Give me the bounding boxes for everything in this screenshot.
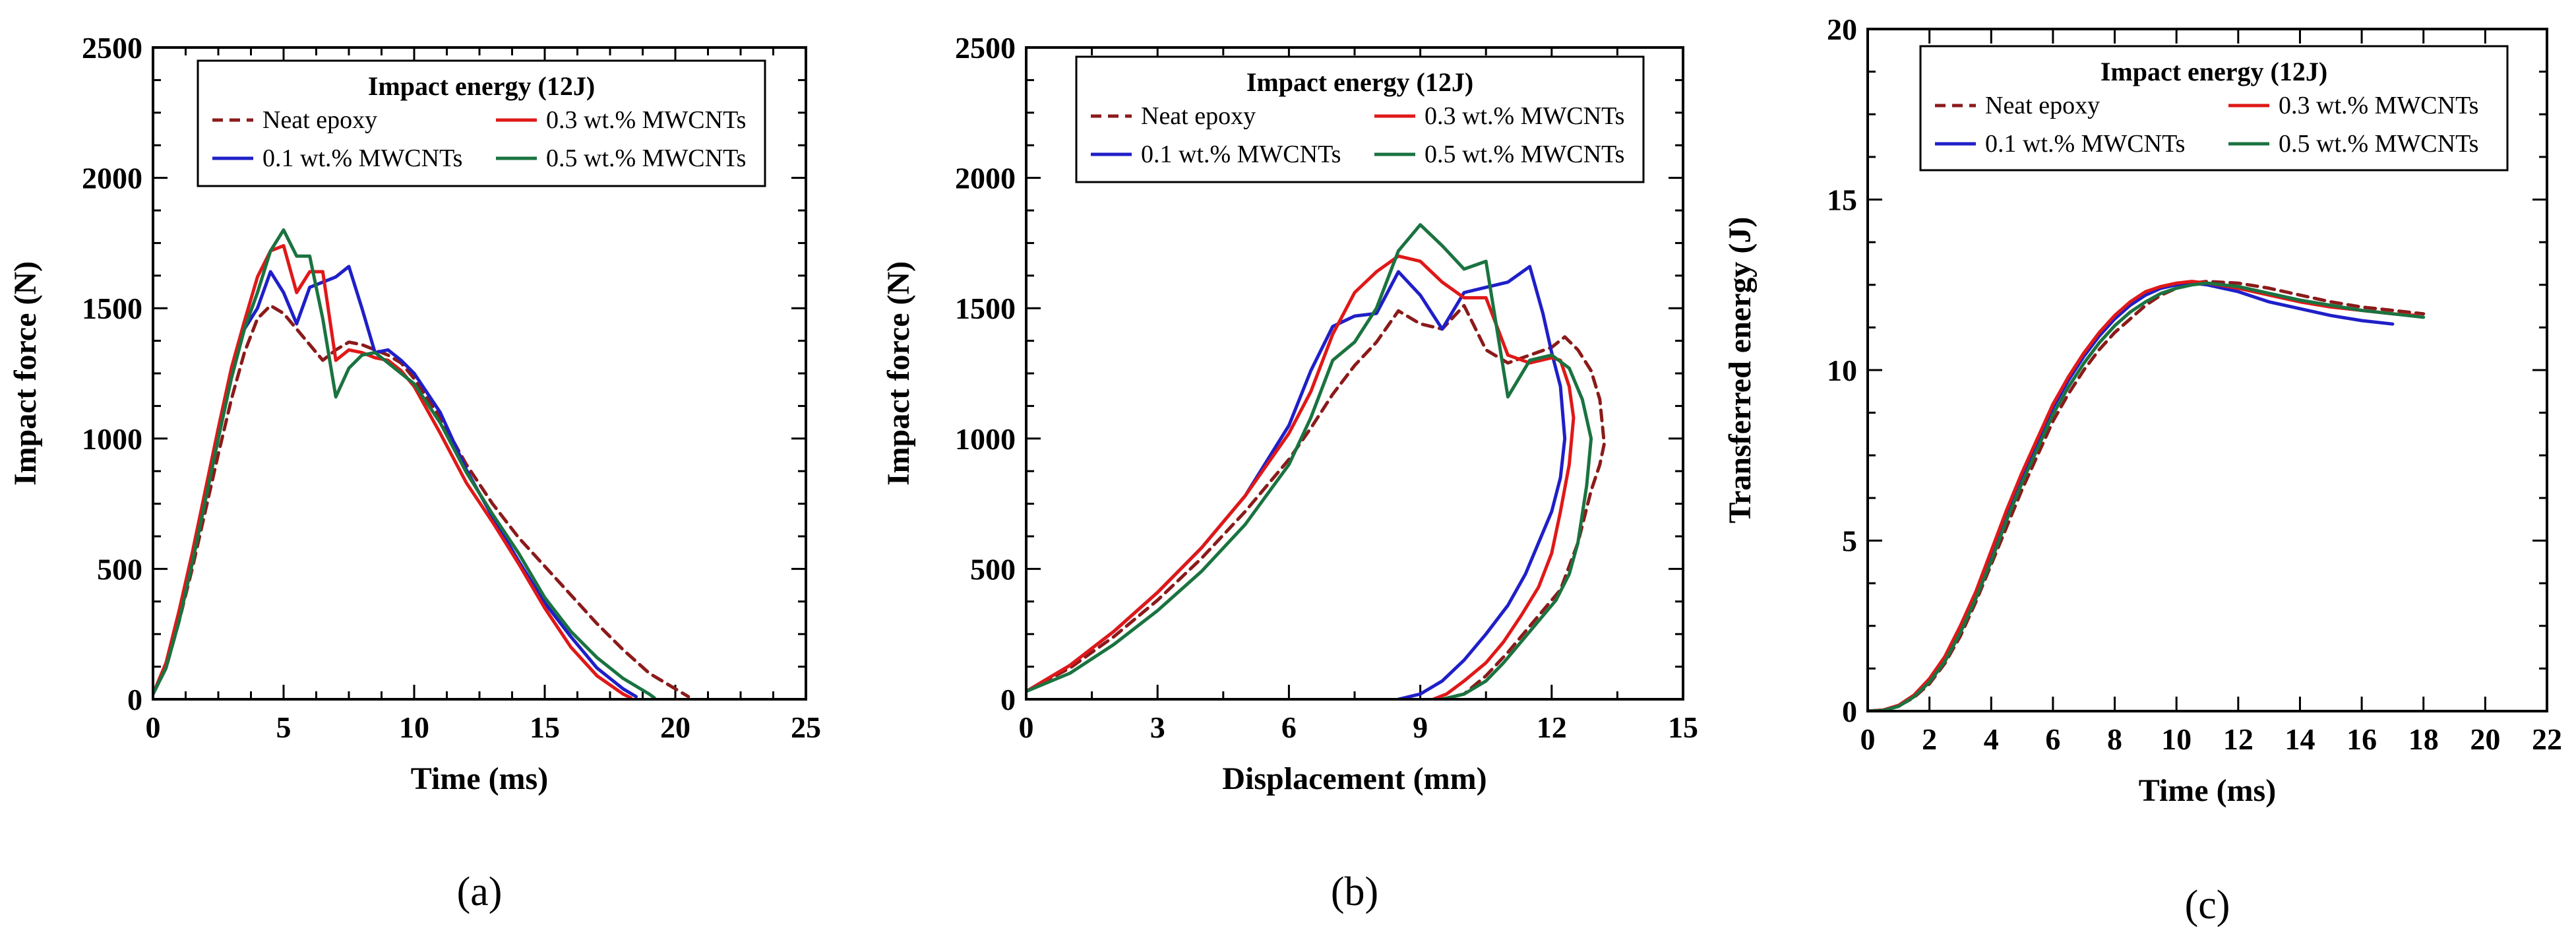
y-tick-label: 0 xyxy=(127,683,142,716)
y-tick-label: 1500 xyxy=(82,292,142,325)
legend-title: Impact energy (12J) xyxy=(2101,57,2327,86)
y-tick-label: 500 xyxy=(97,552,142,586)
legend-label-mw05: 0.5 wt.% MWCNTs xyxy=(546,144,746,172)
x-tick-label: 9 xyxy=(1413,710,1428,744)
y-axis-label: Impact force (N) xyxy=(881,261,916,486)
plot-frame xyxy=(1025,46,1684,701)
y-tick-label: 1000 xyxy=(955,422,1016,456)
x-tick-label: 6 xyxy=(2045,722,2060,756)
x-tick-label: 25 xyxy=(791,710,821,744)
y-tick-label: 5 xyxy=(1842,524,1857,558)
y-tick-label: 10 xyxy=(1827,354,1857,387)
x-tick-label: 0 xyxy=(1019,710,1034,744)
series-line-mw05 xyxy=(1026,223,1593,699)
legend-label-mw01: 0.1 wt.% MWCNTs xyxy=(1141,141,1341,168)
y-tick-label: 2500 xyxy=(955,31,1016,65)
y-tick-label: 20 xyxy=(1827,13,1857,46)
legend-label-mw01: 0.1 wt.% MWCNTs xyxy=(1985,130,2185,158)
series-line-neat xyxy=(1026,303,1606,699)
series-line-neat xyxy=(153,303,690,699)
legend-box xyxy=(1075,55,1645,183)
y-axis-label: Transferred energy (J) xyxy=(1723,217,1758,524)
legend-title: Impact energy (12J) xyxy=(368,71,595,101)
x-tick-label: 20 xyxy=(2470,722,2500,756)
x-tick-label: 3 xyxy=(1150,710,1165,744)
legend: Impact energy (12J) Neat epoxy 0.3 wt.% MW… xyxy=(1075,55,1645,183)
x-tick-label: 12 xyxy=(2223,722,2254,756)
legend: Impact energy (12J)Neat epoxy 0.3 wt.% MW… xyxy=(1919,45,2509,172)
plot-frame xyxy=(152,46,807,701)
legend: Impact energy (12J) Neat epoxy 0.3 wt.% MW… xyxy=(197,59,766,187)
x-tick-label: 4 xyxy=(1984,722,1999,756)
series-group xyxy=(153,228,690,699)
x-tick-label: 12 xyxy=(1537,710,1567,744)
plot-frame xyxy=(1866,28,2548,712)
x-tick-label: 8 xyxy=(2107,722,2122,756)
x-tick-label: 0 xyxy=(1860,722,1876,756)
x-tick-label: 18 xyxy=(2408,722,2439,756)
series-group xyxy=(1026,223,1606,699)
legend-box xyxy=(1919,45,2509,172)
y-tick-label: 500 xyxy=(970,552,1016,586)
y-tick-label: 2000 xyxy=(82,162,142,195)
panel-label: (b) xyxy=(1331,869,1378,914)
x-axis-label: Time (ms) xyxy=(411,761,548,796)
x-tick-label: 15 xyxy=(1668,710,1698,744)
x-tick-label: 22 xyxy=(2532,722,2562,756)
x-tick-label: 5 xyxy=(276,710,291,744)
series-line-mw03 xyxy=(1026,254,1576,699)
y-tick-label: 1000 xyxy=(82,422,142,456)
x-tick-label: 16 xyxy=(2346,722,2377,756)
legend-label-mw03: 0.3 wt.% MWCNTs xyxy=(2279,92,2478,119)
chart-a: 0 5 10 15 20 25 0 500 1000 1500 2000 2500 Time (ms) I… xyxy=(8,31,821,914)
y-tick-label: 2000 xyxy=(955,162,1016,195)
panel-label: (c) xyxy=(2185,883,2230,928)
legend-label-mw01: 0.1 wt.% MWCNTs xyxy=(262,144,462,172)
y-tick-label: 1500 xyxy=(955,292,1016,325)
x-tick-label: 2 xyxy=(1922,722,1937,756)
legend-title: Impact energy (12J) xyxy=(1246,67,1473,97)
series-group xyxy=(1868,280,2426,711)
chart-c: 0 2 4 6 8 10 12 14 16 18 20 22 0 5 10 15 20 Time (ms) Tran… xyxy=(1723,13,2562,928)
x-tick-label: 14 xyxy=(2285,722,2315,756)
series-line-mw05 xyxy=(153,228,656,699)
legend-label-neat: Neat epoxy xyxy=(262,106,377,134)
series-line-mw01 xyxy=(1868,281,2395,711)
y-tick-label: 0 xyxy=(1842,695,1857,728)
legend-label-mw03: 0.3 wt.% MWCNTs xyxy=(1425,102,1624,130)
panel-label: (a) xyxy=(457,869,503,914)
x-tick-label: 10 xyxy=(2161,722,2192,756)
legend-label-neat: Neat epoxy xyxy=(1985,92,2100,119)
series-line-mw05 xyxy=(1868,281,2426,711)
x-tick-label: 15 xyxy=(530,710,560,744)
x-axis-label: Time (ms) xyxy=(2139,773,2276,808)
legend-label-mw05: 0.5 wt.% MWCNTs xyxy=(1425,141,1624,168)
y-tick-label: 2500 xyxy=(82,31,142,65)
x-tick-label: 20 xyxy=(660,710,690,744)
legend-box xyxy=(197,59,766,187)
x-tick-label: 6 xyxy=(1281,710,1297,744)
series-line-mw03 xyxy=(1868,280,2419,711)
legend-label-mw05: 0.5 wt.% MWCNTs xyxy=(2279,130,2478,158)
y-tick-label: 15 xyxy=(1827,183,1857,217)
x-tick-label: 0 xyxy=(146,710,161,744)
y-axis-label: Impact force (N) xyxy=(8,261,43,486)
series-line-mw01 xyxy=(1026,265,1567,699)
y-tick-label: 0 xyxy=(1000,683,1016,716)
series-line-mw03 xyxy=(153,243,633,699)
series-line-mw01 xyxy=(153,265,638,699)
legend-label-neat: Neat epoxy xyxy=(1141,102,1256,130)
x-tick-label: 10 xyxy=(399,710,429,744)
legend-label-mw03: 0.3 wt.% MWCNTs xyxy=(546,106,746,134)
x-axis-label: Displacement (mm) xyxy=(1222,761,1487,796)
chart-b: 0 3 6 9 12 15 0 500 1000 1500 2000 2500 Displacement… xyxy=(881,31,1698,914)
